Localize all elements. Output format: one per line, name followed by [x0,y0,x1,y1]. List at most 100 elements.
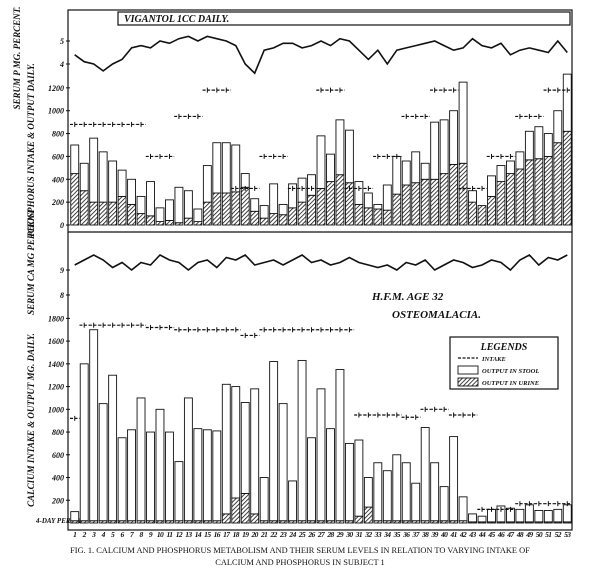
bar-segment [202,429,212,522]
bar-segment [307,174,316,196]
x-tick-label: 15 [204,530,211,539]
bar-segment [562,130,572,226]
x-tick-label: 43 [468,530,476,539]
x-tick-label: 22 [269,530,277,539]
bar-segment [165,219,174,226]
bar-segment [543,155,553,226]
bar-segment [373,208,383,226]
bar-segment [335,369,345,522]
bar-segment [288,207,298,226]
bar-segment [79,363,89,522]
x-tick-label: 45 [487,530,495,539]
x-tick-label: 30 [345,530,353,539]
bar-segment [89,201,99,226]
bar-segment [155,408,165,522]
x-tick-label: 53 [564,530,571,539]
y-tick-label: 9 [60,266,64,275]
bar-segment [420,178,430,226]
x-tick-label: 42 [459,530,467,539]
y-tick-label: 0 [60,221,64,230]
bar-segment [221,192,231,226]
x-axis-label: 4-DAY PERIOD [35,517,83,525]
bar-segment [297,201,307,226]
legend-title: LEGENDS [480,342,528,353]
bar-segment [127,429,136,522]
bar-segment [496,505,506,523]
bar-segment [534,158,544,226]
x-tick-label: 7 [130,530,134,539]
x-tick-label: 3 [91,530,96,539]
x-tick-label: 16 [214,530,221,539]
bar-segment [98,151,108,203]
bar-segment [250,513,260,524]
bar-segment [335,174,345,226]
bar-segment [117,169,127,197]
bar-segment [496,181,506,226]
bar-segment [344,442,354,522]
bar-segment [269,213,279,226]
y-tick-label: 1800 [48,314,64,323]
x-tick-label: 27 [317,530,325,539]
bar-segment [108,201,118,226]
x-tick-label: 5 [111,530,115,539]
x-tick-label: 35 [393,530,401,539]
x-tick-label: 33 [374,530,382,539]
bar-segment [165,199,174,221]
bar-segment [221,513,231,524]
x-tick-label: 28 [326,530,334,539]
legend-swatch [457,365,479,375]
bar-segment [382,209,392,226]
bar-segment [439,486,449,522]
y-tick-label: 8 [60,291,64,300]
bar-segment [515,508,525,523]
bar-segment [250,210,260,226]
bar-segment [326,428,335,522]
bar-segment [174,186,184,224]
bar-segment [401,160,411,186]
bar-segment [392,193,402,226]
bar-segment [288,183,298,209]
bar-segment [146,181,155,217]
y-tick-label: 400 [51,474,64,483]
bar-segment [117,195,127,226]
bar-segment [487,195,496,226]
bar-segment [487,175,496,197]
x-tick-label: 34 [383,530,391,539]
bar-segment [278,203,288,216]
x-tick-label: 18 [233,530,240,539]
bar-segment [411,151,421,184]
bar-segment [354,515,364,524]
bar-segment [146,215,155,226]
x-tick-label: 24 [288,530,296,539]
bar-segment [231,497,241,524]
y-axis-label: PHOSPHORUS INTAKE & OUTPUT DAILY. [26,63,36,237]
bar-segment [458,496,468,522]
bar-segment [363,477,373,508]
bar-segment [250,198,260,212]
y-tick-label: 5 [60,37,64,46]
y-tick-label: 800 [52,428,64,437]
bar-segment [231,144,241,193]
x-tick-label: 17 [223,530,230,539]
bar-segment [278,214,288,226]
bar-segment [363,207,373,226]
bar-segment [108,374,118,522]
x-tick-label: 49 [525,530,533,539]
bar-segment [543,510,553,523]
y-tick-label: 400 [51,175,64,184]
legend-label: OUTPUT IN STOOL [482,368,539,375]
x-tick-label: 32 [364,530,372,539]
bar-segment [468,201,477,226]
bar-segment [136,397,146,522]
bar-segment [439,119,449,175]
bar-segment [524,159,534,226]
bar-segment [411,482,421,522]
y-axis-label: SERUM CA MG PERCENT [26,209,36,315]
bar-segment [183,217,193,226]
bar-segment [316,135,326,189]
x-tick-label: 13 [185,530,192,539]
bar-segment [326,153,335,183]
bar-segment [202,165,212,203]
bar-segment [392,155,402,195]
x-tick-label: 39 [431,530,439,539]
